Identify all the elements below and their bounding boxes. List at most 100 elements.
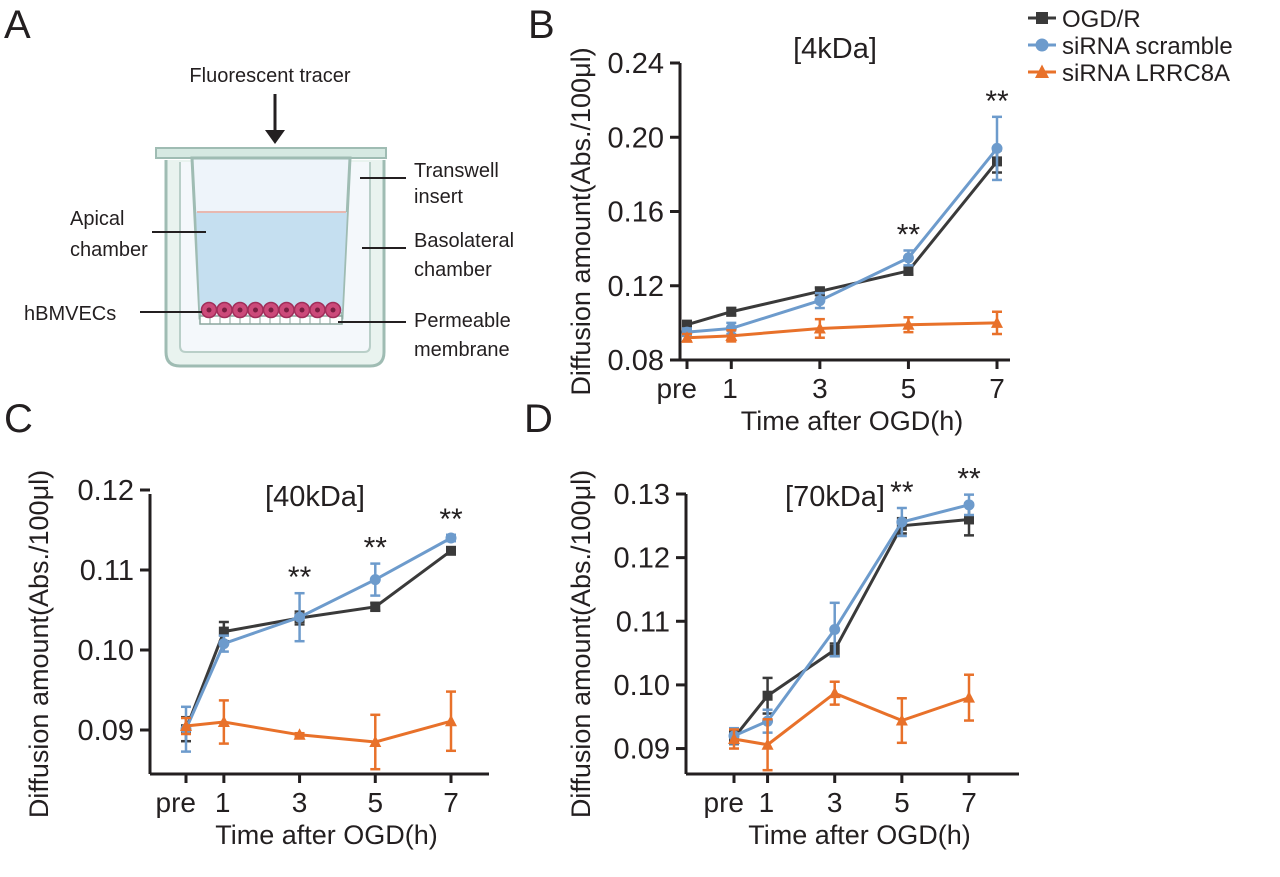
series-line — [686, 160, 999, 327]
series-3 — [180, 690, 457, 771]
x-axis-title: Time after OGD(h) — [215, 820, 438, 850]
y-tick-label: 0.09 — [614, 734, 670, 766]
y-tick-label: 0.16 — [608, 197, 664, 229]
basolateral-label-line1: Basolateral — [414, 230, 514, 252]
y-axis-title: Diffusion amount(Abs./100μl) — [24, 470, 54, 818]
x-tick-label: 1 — [759, 787, 775, 818]
significance-marker: ** — [288, 561, 312, 594]
data-point — [991, 142, 1003, 154]
data-point — [895, 714, 908, 726]
cell-nucleus — [237, 307, 243, 313]
y-tick-label: 0.10 — [614, 670, 670, 702]
chart-title: [40kDa] — [265, 481, 365, 513]
apical-label-line2: chamber — [70, 239, 148, 261]
data-point — [726, 306, 737, 317]
y-tick-label: 0.10 — [78, 635, 134, 667]
panel-label-a: A — [4, 3, 31, 47]
x-tick-label: 3 — [812, 373, 828, 404]
data-point — [369, 574, 381, 586]
significance-marker: ** — [890, 476, 914, 509]
series-2 — [681, 115, 1003, 338]
y-tick-label: 0.24 — [608, 48, 664, 80]
data-point — [963, 691, 975, 703]
series-line — [686, 147, 999, 334]
data-point — [446, 545, 456, 556]
y-tick-label: 0.11 — [80, 555, 134, 587]
data-point — [964, 514, 974, 525]
data-point — [762, 690, 773, 701]
hbmvec-cells — [200, 301, 342, 319]
data-point — [963, 499, 975, 511]
x-tick-label: 7 — [961, 787, 977, 818]
y-tick-label: 0.11 — [616, 606, 670, 638]
cell-nucleus — [268, 307, 274, 313]
data-point — [814, 286, 825, 297]
legend-marker-3 — [1035, 64, 1049, 78]
data-point — [445, 532, 457, 544]
significance-marker: ** — [985, 85, 1009, 118]
y-axis-title: Diffusion amount(Abs./100μl) — [566, 47, 596, 395]
cell-nucleus — [284, 307, 289, 313]
tracer-arrowhead — [265, 130, 285, 144]
data-point — [828, 686, 841, 699]
transwell-diagram: Fluorescent tracer Transwell insert Apic… — [24, 65, 514, 368]
transwell-label-line1: Transwell — [414, 160, 499, 182]
cell-nucleus — [315, 307, 320, 313]
data-point — [682, 319, 692, 330]
data-point — [902, 252, 914, 264]
chart-b: 0.08 0.12 0.16 0.20 0.24 pre 1 3 5 7 Time after OG… — [566, 33, 1010, 436]
data-point — [369, 735, 382, 747]
series-2 — [180, 532, 457, 753]
x-tick-label: 1 — [722, 373, 738, 404]
data-point — [725, 329, 738, 341]
panel-label-d: D — [524, 397, 553, 441]
data-point — [903, 265, 914, 276]
y-tick-label: 0.09 — [78, 715, 134, 747]
legend-label-1: OGD/R — [1062, 6, 1141, 33]
legend-marker-2 — [1035, 38, 1049, 52]
y-tick-label: 0.12 — [614, 543, 670, 575]
panel-label-c: C — [4, 397, 33, 441]
data-point — [293, 728, 306, 740]
x-tick-label: 1 — [215, 787, 231, 818]
legend-label-2: siRNA scramble — [1062, 33, 1233, 60]
apical-label-line1: Apical — [70, 208, 124, 230]
legend-marker-1 — [1036, 12, 1048, 24]
apical-medium — [196, 212, 347, 312]
data-point — [217, 715, 230, 727]
tracer-label: Fluorescent tracer — [189, 65, 351, 87]
data-point — [180, 719, 192, 731]
y-tick-label: 0.08 — [608, 345, 664, 377]
x-tick-label: pre — [156, 787, 196, 818]
data-point — [445, 714, 457, 727]
data-point — [896, 516, 908, 528]
cell-nucleus — [222, 307, 227, 313]
x-axis-title: Time after OGD(h) — [748, 820, 971, 850]
data-point — [829, 624, 841, 636]
y-tick-label: 0.12 — [608, 271, 664, 303]
y-axis-title: Diffusion amount(Abs./100μl) — [566, 470, 596, 818]
data-point — [813, 321, 826, 334]
x-tick-label: pre — [657, 373, 697, 404]
cell-nucleus — [330, 307, 336, 313]
data-point — [761, 738, 774, 750]
y-tick-label: 0.12 — [78, 475, 134, 507]
basolateral-label-line2: chamber — [414, 259, 492, 281]
x-axis-title: Time after OGD(h) — [741, 406, 964, 436]
series-1 — [682, 148, 1002, 330]
cell-nucleus — [253, 307, 258, 313]
data-point — [681, 331, 693, 343]
data-point — [902, 318, 915, 330]
chart-title: [70kDa] — [785, 481, 885, 513]
data-point — [218, 626, 229, 637]
x-tick-label: 3 — [827, 787, 843, 818]
significance-marker: ** — [957, 463, 981, 496]
y-tick-label: 0.20 — [608, 122, 664, 154]
data-point — [991, 316, 1003, 328]
x-tick-label: 5 — [894, 787, 910, 818]
x-tick-label: 3 — [292, 787, 308, 818]
x-tick-label: 7 — [443, 787, 459, 818]
membrane-label-line2: membrane — [414, 339, 510, 361]
